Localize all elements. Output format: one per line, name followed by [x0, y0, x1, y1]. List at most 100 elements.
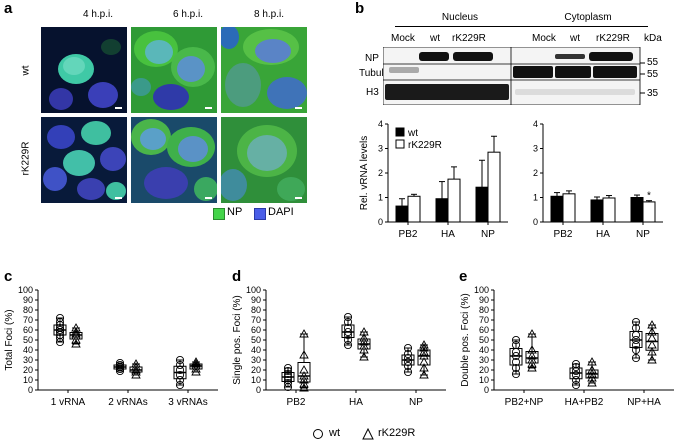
y-tick-label: 80 [251, 305, 261, 315]
kda-label: kDa [644, 33, 662, 44]
lane-label-wt-cyt: wt [570, 33, 580, 44]
legend-marker-wt [313, 429, 323, 439]
micrograph-wt-6hpi [131, 27, 217, 113]
data-point-wt [283, 366, 293, 376]
y-tick-label: 10 [23, 375, 33, 385]
data-point-rk229r [131, 370, 141, 379]
data-point-rk229r [359, 337, 369, 346]
y-tick-label: 40 [251, 345, 261, 355]
legend-swatch-dapi [254, 208, 266, 220]
data-point-wt [343, 312, 353, 322]
data-point-wt [55, 325, 65, 335]
group-line-cytoplasm [518, 26, 648, 27]
data-point-wt [571, 370, 581, 380]
group-label-nucleus: Nucleus [441, 12, 479, 23]
y-tick-label: 0 [256, 385, 261, 395]
data-point-wt [55, 333, 65, 343]
data-point-wt [343, 335, 353, 345]
y-tick-label: 20 [251, 365, 261, 375]
x-tick-label: HA [441, 229, 455, 240]
y-tick-label: 1 [533, 193, 538, 203]
chart-legend-label: rK229R [408, 140, 442, 151]
data-point-rk229r [587, 357, 597, 366]
row-label-wt: wt [20, 65, 32, 76]
chart-legend-swatch [395, 127, 405, 137]
x-tick-label: 2 vRNAs [108, 397, 147, 408]
y-tick-label: 70 [251, 315, 261, 325]
legend-label-dapi: DAPI [268, 206, 294, 218]
data-point-wt [511, 357, 521, 367]
data-point-rk229r [191, 359, 201, 368]
data-point-wt [175, 355, 185, 365]
data-point-rk229r [299, 371, 309, 380]
bar-rk229r [602, 197, 616, 223]
y-tick-label: 100 [246, 285, 261, 295]
bar-rk229r [487, 151, 501, 223]
data-point-rk229r [527, 359, 537, 368]
row-label-rk229r: rK229R [20, 141, 32, 176]
data-point-rk229r [527, 363, 537, 372]
data-point-rk229r [299, 375, 309, 384]
y-tick-label: 2 [378, 168, 383, 178]
panel-label-c: c [4, 268, 13, 285]
group-line-nucleus [395, 26, 525, 27]
bar-rk229r [642, 201, 656, 223]
blot-marker-np: 55 [647, 57, 659, 68]
y-tick-label: 1 [378, 193, 383, 203]
y-tick-label: 80 [479, 305, 489, 315]
data-point-rk229r [419, 340, 429, 349]
data-point-wt [283, 369, 293, 379]
y-tick-label: 20 [23, 365, 33, 375]
data-point-rk229r [131, 365, 141, 374]
data-point-wt [175, 380, 185, 390]
data-point-rk229r [299, 329, 309, 338]
y-axis-label: Single pos. Foci (%) [232, 295, 243, 384]
data-point-rk229r [299, 379, 309, 388]
data-point-rk229r [647, 340, 657, 349]
data-point-rk229r [359, 345, 369, 354]
data-point-rk229r [191, 361, 201, 370]
chart-legend-swatch [395, 139, 405, 149]
data-point-wt [511, 351, 521, 361]
data-point-rk229r [71, 327, 81, 336]
micrograph-wt-4hpi [41, 27, 127, 113]
legend-swatch-np [213, 208, 225, 220]
data-point-wt [283, 378, 293, 388]
data-point-wt [175, 365, 185, 375]
micrograph-rk229r-6hpi [131, 117, 217, 203]
y-tick-label: 70 [479, 315, 489, 325]
data-point-rk229r [527, 329, 537, 338]
lane-label-rk229r-cyt: rK229R [596, 33, 630, 44]
y-tick-label: 60 [251, 325, 261, 335]
data-point-rk229r [419, 370, 429, 379]
x-tick-label: HA+PB2 [565, 397, 604, 408]
y-tick-label: 80 [23, 305, 33, 315]
micrograph-rk229r-4hpi [41, 117, 127, 203]
y-tick-label: 70 [23, 315, 33, 325]
y-tick-label: 50 [479, 335, 489, 345]
lane-label-mock-nuc: Mock [391, 33, 415, 44]
lane-label-wt-nuc: wt [430, 33, 440, 44]
x-tick-label: HA [596, 229, 610, 240]
blot-row-label-h3: H3 [366, 87, 379, 98]
data-point-wt [175, 370, 185, 380]
data-point-rk229r [131, 362, 141, 371]
data-point-wt [631, 323, 641, 333]
x-tick-label: NP [481, 229, 495, 240]
y-tick-label: 0 [484, 385, 489, 395]
data-point-wt [283, 375, 293, 385]
column-label-4hpi: 4 h.p.i. [82, 9, 114, 20]
x-tick-label: PB2 [554, 229, 573, 240]
data-point-wt [115, 364, 125, 374]
data-point-wt [631, 317, 641, 327]
blot-row-label-np: NP [365, 53, 379, 64]
x-tick-label: 1 vRNA [51, 397, 86, 408]
data-point-wt [115, 366, 125, 376]
data-point-wt [511, 340, 521, 350]
y-axis-label: Double pos. Foci (%) [460, 293, 471, 386]
data-point-wt [55, 323, 65, 333]
blot-marker-h3: 35 [647, 88, 659, 99]
data-point-rk229r [419, 357, 429, 366]
y-tick-label: 90 [23, 295, 33, 305]
